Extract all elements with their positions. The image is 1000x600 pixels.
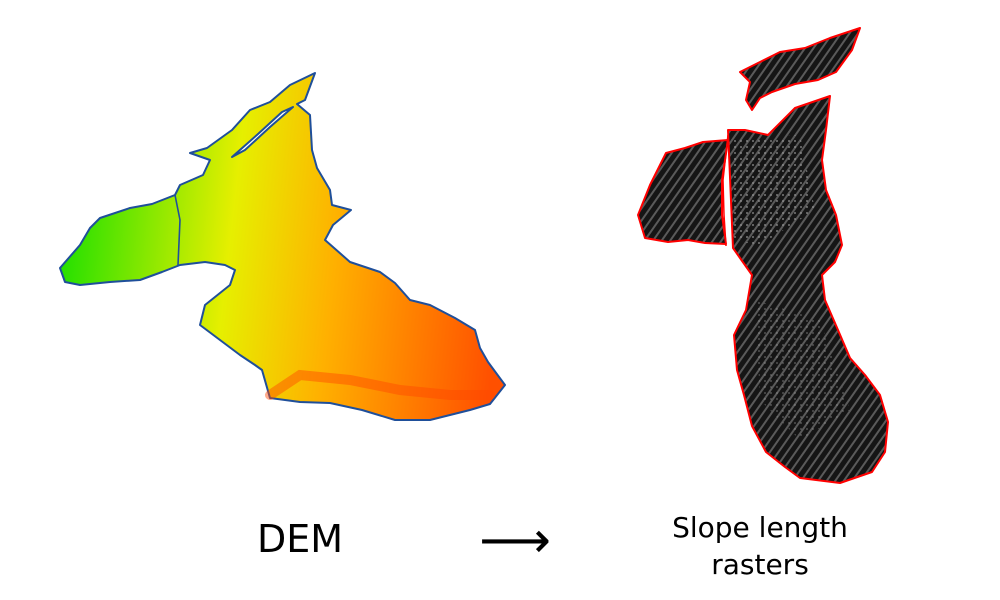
slope-length-rasters-label: Slope length rasters [630,509,890,583]
dem-map [59,72,506,421]
raster-interior-divider [722,134,729,247]
right-arrow-icon: ⟶ [479,511,551,569]
slope-label-line2: rasters [711,548,809,581]
dem-shading-band [265,369,495,400]
dem-subbasin-divider [174,194,181,266]
slope-length-raster-map [637,27,889,484]
raster-top-sliver-shape [739,27,861,111]
dem-label: DEM [256,517,344,561]
raster-left-lobe-shape [637,139,729,245]
slope-label-line1: Slope length [672,511,848,544]
raster-highlight-texture-lower [755,300,850,440]
raster-highlight-texture [730,135,815,245]
dem-watershed-shape [59,72,506,421]
